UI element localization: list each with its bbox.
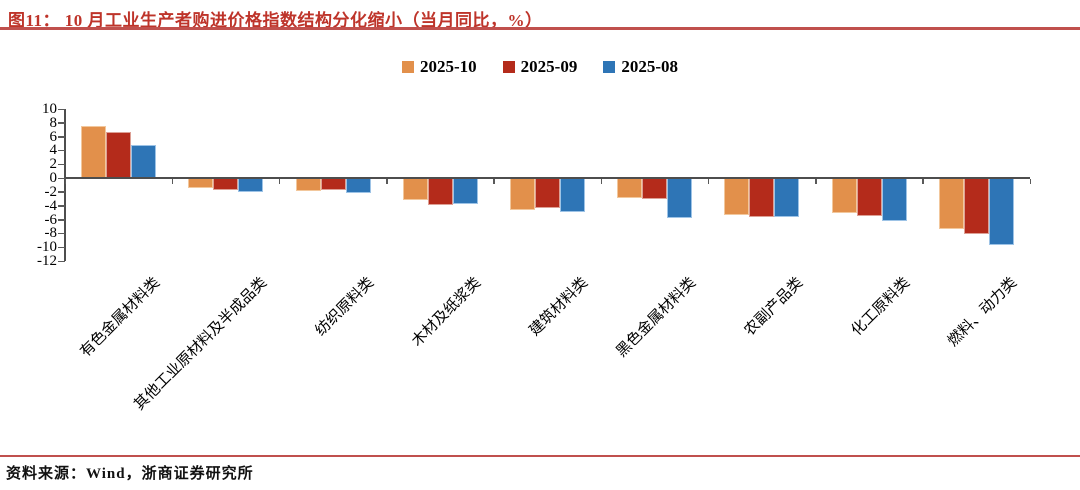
- x-axis-category-label: 燃料、动力类: [945, 274, 1021, 350]
- x-axis-tick: [493, 179, 495, 185]
- bar-2025-09-纺织原料类: [320, 178, 346, 190]
- x-axis-category-label: 纺织原料类: [312, 274, 378, 340]
- legend-swatch-icon: [401, 61, 414, 73]
- bar-2025-08-燃料、动力类: [988, 178, 1014, 246]
- bar-2025-10-化工原料类: [831, 178, 857, 214]
- y-axis-tick: [58, 163, 65, 166]
- y-axis-tick: [58, 149, 65, 152]
- x-axis-tick: [922, 179, 924, 185]
- y-axis-tick-label: 8: [49, 114, 58, 131]
- y-axis-tick-label: -10: [37, 239, 57, 256]
- legend-item-2025-10: 2025-10: [401, 57, 477, 77]
- y-axis-tick: [58, 205, 65, 207]
- x-axis-tick: [707, 179, 710, 185]
- bar-2025-10-建筑材料类: [510, 178, 535, 210]
- legend-swatch-icon: [603, 61, 616, 73]
- y-axis-tick-label: 4: [49, 142, 58, 159]
- y-axis-tick: [58, 219, 65, 221]
- x-axis-category-label: 建筑材料类: [527, 274, 592, 340]
- x-axis-zero-line: [65, 177, 1030, 180]
- y-axis-line: [64, 109, 66, 261]
- bar-2025-08-农副产品类: [774, 178, 800, 218]
- y-axis-tick-label: -2: [44, 183, 58, 200]
- legend-swatch-icon: [502, 61, 515, 73]
- bar-2025-08-建筑材料类: [560, 178, 585, 212]
- legend-label: 2025-09: [520, 57, 578, 76]
- bar-2025-09-黑色金属材料类: [642, 178, 668, 199]
- title-underline-rule: [0, 27, 1080, 30]
- y-axis-tick-label: 2: [49, 156, 58, 173]
- y-axis-tick: [58, 246, 65, 249]
- y-axis-tick-label: 0: [49, 170, 58, 187]
- x-axis-category-label: 化工原料类: [848, 274, 914, 340]
- bar-2025-10-纺织原料类: [295, 178, 321, 192]
- y-axis-tick: [58, 232, 65, 235]
- bar-2025-09-农副产品类: [749, 178, 775, 218]
- x-axis-category-label: 黑色金属材料类: [613, 274, 699, 361]
- legend-item-2025-08: 2025-08: [603, 57, 678, 77]
- bar-2025-09-其他工业原材料及半成品类: [213, 178, 239, 190]
- y-axis-tick: [58, 108, 65, 110]
- y-axis-tick-label: -4: [44, 197, 58, 214]
- y-axis-tick-label: -6: [44, 211, 58, 228]
- bar-2025-09-燃料、动力类: [963, 178, 989, 235]
- source-note: 资料来源：Wind，浙商证券研究所: [6, 466, 254, 482]
- bar-2025-09-化工原料类: [856, 178, 882, 217]
- x-axis-tick: [278, 179, 281, 185]
- bar-2025-08-纺织原料类: [345, 178, 371, 193]
- bar-2025-10-黑色金属材料类: [617, 178, 643, 199]
- y-axis-tick-label: 6: [49, 128, 58, 145]
- y-axis-tick: [58, 177, 65, 180]
- bar-2025-08-木材及纸浆类: [452, 178, 478, 205]
- x-axis-category-label: 木材及纸浆类: [409, 274, 485, 350]
- y-axis-tick: [58, 136, 65, 138]
- y-axis-tick: [58, 122, 65, 124]
- x-axis-tick: [1029, 179, 1031, 185]
- bar-2025-09-建筑材料类: [535, 178, 560, 209]
- bar-2025-10-农副产品类: [724, 178, 750, 215]
- bar-2025-08-有色金属材料类: [131, 144, 157, 179]
- legend-label: 2025-08: [621, 57, 678, 76]
- y-axis-tick-label: -8: [44, 225, 58, 242]
- bar-2025-10-有色金属材料类: [81, 125, 107, 179]
- footer-rule: [0, 455, 1080, 457]
- bar-2025-09-有色金属材料类: [106, 132, 132, 179]
- y-axis-tick: [58, 191, 65, 193]
- bar-2025-08-其他工业原材料及半成品类: [238, 178, 264, 192]
- bar-2025-08-黑色金属材料类: [667, 178, 693, 219]
- figure-title: 图11： 10 月工业生产者购进价格指数结构分化缩小（当月同比，%）: [8, 11, 543, 30]
- chart-legend: 2025-10 2025-09 2025-08: [0, 57, 1080, 77]
- x-axis-category-label: 有色金属材料类: [77, 274, 163, 361]
- bar-2025-10-燃料、动力类: [938, 178, 964, 230]
- x-axis-tick: [815, 179, 817, 185]
- y-axis-tick-label: -12: [37, 253, 57, 269]
- x-axis-tick: [64, 179, 66, 185]
- y-axis-tick: [58, 260, 65, 262]
- bar-2025-08-化工原料类: [881, 178, 907, 221]
- bar-2025-10-木材及纸浆类: [402, 178, 428, 201]
- x-axis-tick: [386, 179, 388, 185]
- x-axis-tick: [171, 179, 174, 185]
- x-axis-category-label: 农副产品类: [741, 274, 807, 340]
- y-axis-tick-label: 10: [42, 101, 57, 117]
- x-axis-tick: [600, 179, 603, 185]
- legend-item-2025-09: 2025-09: [502, 57, 578, 77]
- legend-label: 2025-10: [419, 57, 477, 76]
- bar-2025-10-其他工业原材料及半成品类: [188, 178, 214, 189]
- bar-2025-09-木材及纸浆类: [427, 178, 453, 206]
